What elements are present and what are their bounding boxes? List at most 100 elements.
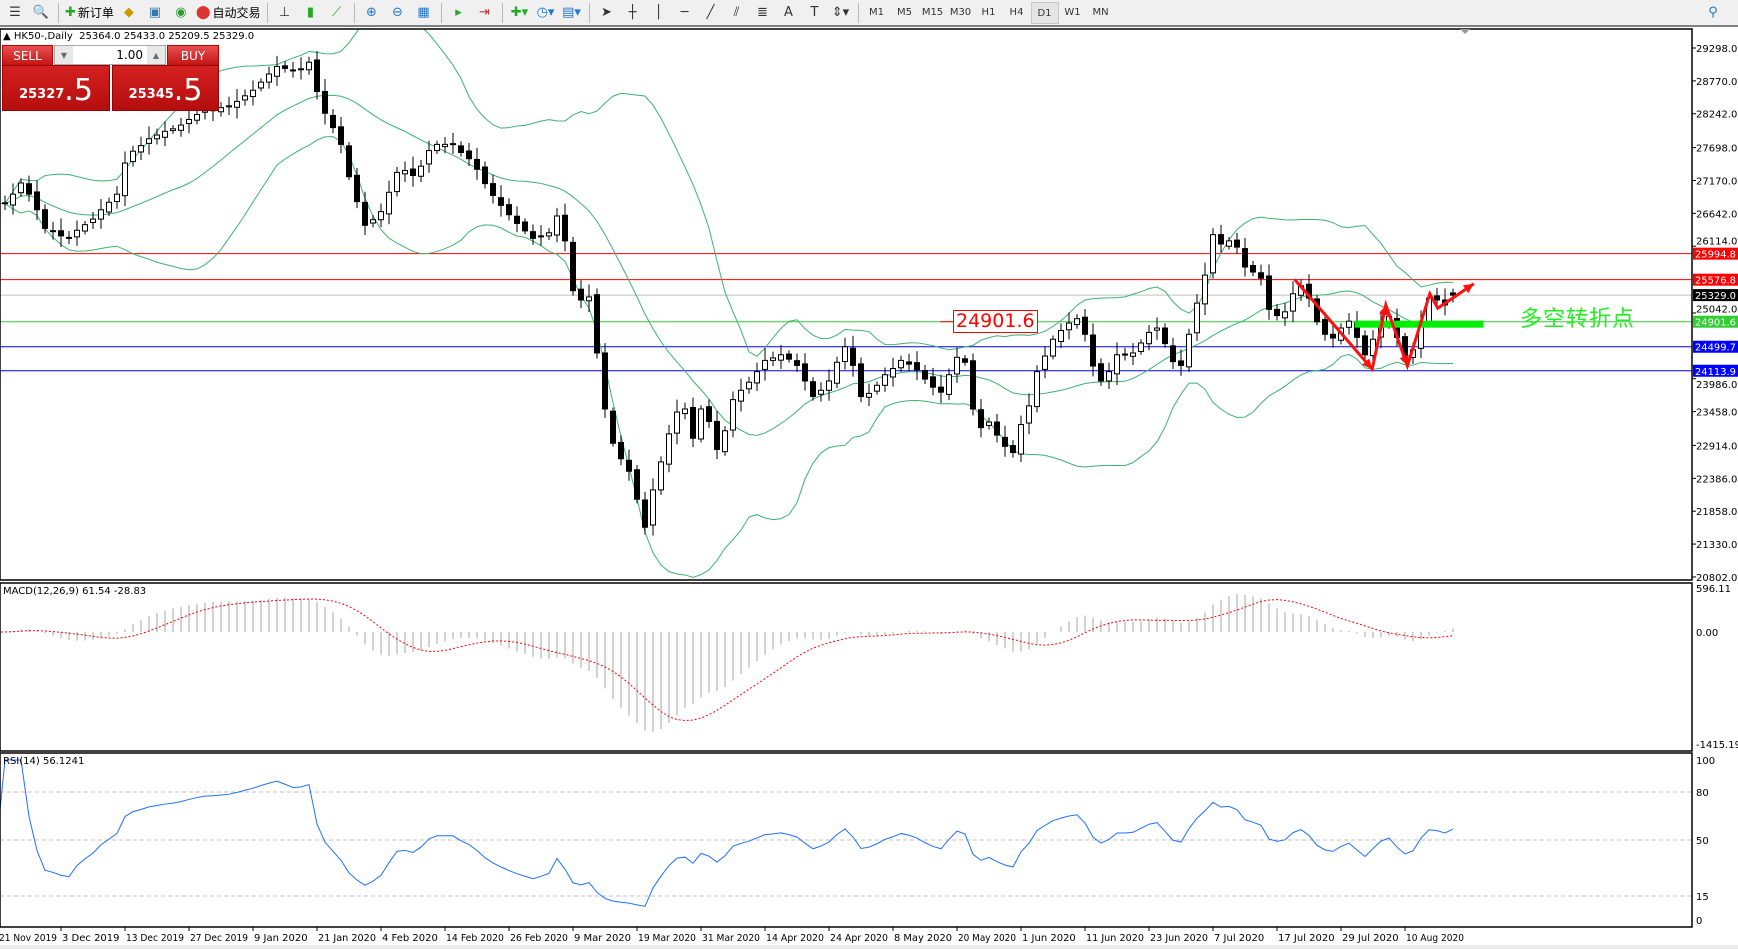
timeframe-w1[interactable]: W1	[1064, 6, 1081, 18]
timeframe-mn[interactable]: MN	[1092, 6, 1109, 18]
periods-icon[interactable]: ◷▾	[536, 5, 555, 20]
bull-candle-body	[306, 61, 312, 71]
timeframe-m5[interactable]: M5	[897, 6, 912, 18]
bear-candle-body	[562, 214, 568, 242]
cursor-icon[interactable]: ➤	[601, 5, 612, 20]
timeframe-h1[interactable]: H1	[981, 6, 996, 18]
candle	[1266, 264, 1272, 320]
bull-candle-body	[378, 211, 384, 221]
bull-candle-body	[250, 89, 256, 98]
signals-icon[interactable]: ◉	[175, 5, 187, 20]
indicators-icon[interactable]: ✚▾	[510, 5, 529, 20]
fibonacci-icon[interactable]: ≣	[757, 5, 768, 20]
search-icon[interactable]: ⚲	[1708, 5, 1718, 20]
auto-scroll-icon[interactable]: ▸	[455, 5, 462, 20]
price-line-tag	[1693, 273, 1738, 286]
timeframe-m1[interactable]: M1	[869, 6, 884, 18]
bear-candle-body	[1010, 445, 1016, 454]
timeframe-h4[interactable]: H4	[1009, 6, 1024, 18]
candle	[610, 407, 616, 447]
crosshair-icon[interactable]: ┼	[628, 5, 637, 20]
candle	[434, 140, 440, 154]
text-label-icon[interactable]: T	[810, 5, 819, 20]
increase-lots-icon[interactable]: ▲	[147, 46, 165, 64]
candle	[906, 353, 912, 372]
templates-icon[interactable]: ▤▾	[562, 5, 581, 20]
bull-candle-body	[394, 171, 400, 193]
new-order-button[interactable]: ✚ 新订单	[65, 2, 114, 24]
bear-candle-body	[1234, 239, 1240, 248]
terminal-icon[interactable]: ▣	[148, 5, 162, 20]
candle	[706, 399, 712, 428]
candle	[642, 491, 648, 535]
candle	[746, 376, 752, 394]
zoom-out-icon[interactable]: ⊖	[392, 5, 403, 20]
price-chart[interactable]: 29298.0 28770.0 28242.0 27698.0 27170.0 26642…	[0, 28, 1738, 949]
candle	[1234, 232, 1240, 254]
bull-candle-body	[866, 392, 872, 398]
candle	[994, 413, 1000, 443]
bear-candle-body	[922, 369, 928, 380]
line-chart-icon[interactable]: ⟋	[331, 5, 342, 20]
bull-candle-body	[834, 361, 840, 384]
bull-candle-body	[194, 113, 200, 121]
candle	[354, 168, 360, 209]
arrows-icon[interactable]: ⇕▾	[831, 5, 850, 20]
collapse-triangle-icon[interactable]: ▲	[3, 31, 11, 42]
lot-size-stepper[interactable]: ▼ 1.00 ▲	[54, 45, 166, 65]
candle	[130, 145, 136, 167]
tile-windows-icon[interactable]: ▦	[417, 5, 430, 20]
price-tick-label: 21858.0	[1696, 507, 1737, 518]
candle	[1242, 237, 1248, 277]
bull-candle-body	[178, 124, 184, 131]
bear-candle-body	[1122, 353, 1128, 356]
axes: 29298.0 28770.0 28242.0 27698.0 27170.0 26642…	[0, 44, 1738, 949]
timeframe-d1[interactable]: D1	[1030, 1, 1059, 24]
candle	[1074, 314, 1080, 329]
panel-border	[0, 28, 1693, 581]
candle	[1090, 323, 1096, 377]
auto-trading-button[interactable]: ⬤ 自动交易	[196, 2, 261, 24]
vertical-line-icon[interactable]: │	[654, 5, 663, 20]
buy-button[interactable]: BUY	[167, 45, 219, 66]
horizontal-line-icon[interactable]: ─	[680, 5, 689, 20]
equidistant-channel-icon[interactable]: ⫽	[733, 5, 740, 20]
candle	[594, 288, 600, 359]
candle	[922, 365, 928, 385]
text-icon[interactable]: A	[784, 5, 793, 20]
timeframe-bar: M1 M5 M15 M30 H1 H4 D1 W1 MN	[863, 1, 1115, 24]
bear-candle-body	[850, 347, 856, 366]
sell-price[interactable]: 25327.5	[2, 65, 110, 111]
metaeditor-icon[interactable]: ◆	[123, 5, 134, 20]
price-tick-label: 26642.0	[1696, 209, 1737, 220]
data-window-icon[interactable]: 🔍	[32, 5, 50, 20]
candle	[250, 80, 256, 106]
candlestick-icon[interactable]: ▮	[306, 5, 315, 20]
trendline-icon[interactable]: ╱	[706, 5, 715, 20]
sell-button[interactable]: SELL	[2, 45, 53, 66]
candle	[138, 136, 144, 161]
bull-candle-body	[762, 359, 768, 370]
bull-candle-body	[274, 66, 280, 77]
trend-reversal-annotation[interactable]: 多空转折点	[1520, 307, 1636, 332]
zoom-in-icon[interactable]: ⊕	[366, 5, 377, 20]
bull-candle-body	[170, 128, 176, 132]
date-label: 7 Jul 2020	[1214, 933, 1264, 944]
bear-candle-body	[1274, 308, 1280, 317]
arrow-head-icon	[1362, 358, 1373, 370]
market-watch-icon[interactable]: ☰	[9, 5, 21, 20]
candle	[114, 186, 120, 209]
candle	[1010, 440, 1016, 458]
buy-price[interactable]: 25345.5	[112, 65, 219, 111]
bar-chart-icon[interactable]: ⊥	[278, 5, 291, 20]
arrow-head-icon	[1399, 354, 1409, 366]
lot-size-input[interactable]: 1.00	[116, 48, 143, 62]
candle	[578, 280, 584, 309]
chart-shift-icon[interactable]: ⇥	[479, 5, 490, 20]
bear-candle-body	[906, 361, 912, 365]
timeframe-m30[interactable]: M30	[949, 6, 972, 18]
decrease-lots-icon[interactable]: ▼	[55, 46, 73, 64]
timeframe-m15[interactable]: M15	[921, 6, 944, 18]
bull-candle-body	[1106, 371, 1112, 382]
price-text-label[interactable]: 24901.6	[953, 310, 1038, 333]
